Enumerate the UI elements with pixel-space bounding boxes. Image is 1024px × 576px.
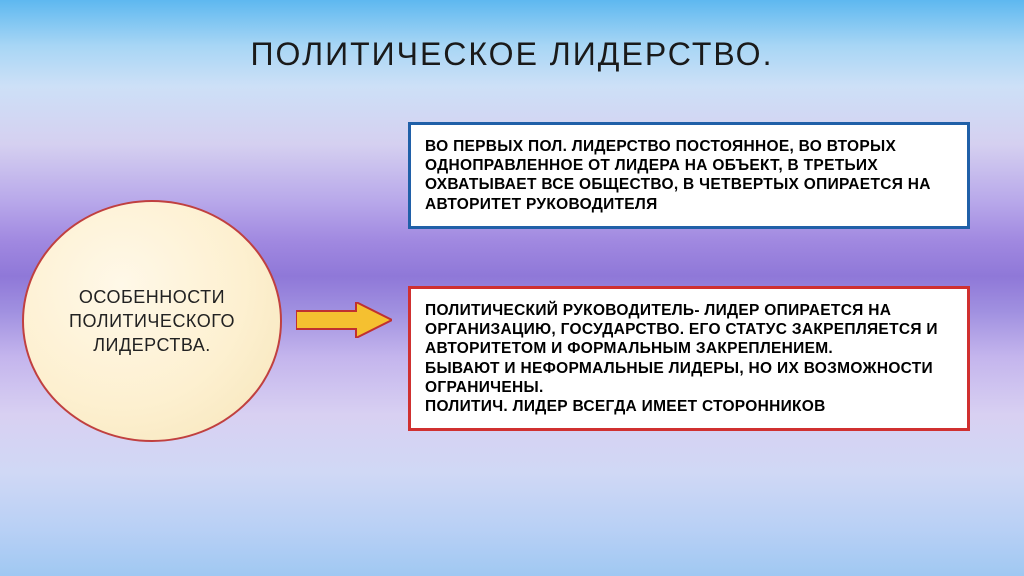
arrow-icon	[296, 302, 392, 343]
slide-title: ПОЛИТИЧЕСКОЕ ЛИДЕРСТВО.	[0, 36, 1024, 73]
info-box-1: ВО ПЕРВЫХ ПОЛ. ЛИДЕРСТВО ПОСТОЯННОЕ, ВО …	[408, 122, 970, 229]
info-box-2: ПОЛИТИЧЕСКИЙ РУКОВОДИТЕЛЬ- ЛИДЕР ОПИРАЕТ…	[408, 286, 970, 431]
features-ellipse-text: ОСОБЕННОСТИ ПОЛИТИЧЕСКОГО ЛИДЕРСТВА.	[44, 285, 260, 358]
features-ellipse: ОСОБЕННОСТИ ПОЛИТИЧЕСКОГО ЛИДЕРСТВА.	[22, 200, 282, 442]
arrow-shape	[296, 302, 392, 338]
